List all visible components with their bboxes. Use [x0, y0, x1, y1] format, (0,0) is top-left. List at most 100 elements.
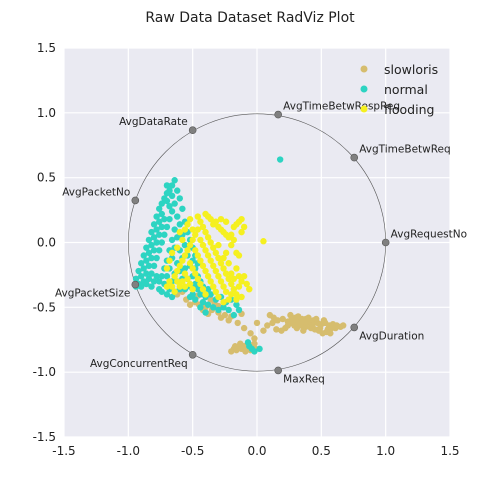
point-flooding [181, 270, 189, 277]
point-normal [233, 301, 240, 308]
point-flooding [186, 241, 194, 249]
point-slowloris [320, 317, 328, 324]
point-flooding [210, 283, 217, 290]
point-slowloris [300, 327, 307, 334]
point-normal [163, 197, 171, 205]
x-tick-label: 1.5 [440, 444, 459, 458]
point-flooding [189, 265, 196, 272]
point-normal [230, 311, 238, 319]
anchor-label: AvgRequestNo [391, 229, 467, 241]
point-normal [148, 283, 155, 290]
point-slowloris [240, 324, 248, 332]
point-slowloris [269, 319, 276, 327]
point-flooding [197, 236, 204, 244]
point-normal [153, 239, 160, 246]
legend-marker-slowloris [360, 65, 368, 73]
point-normal [210, 304, 217, 311]
point-flooding [207, 215, 214, 223]
point-normal [176, 195, 183, 202]
point-flooding [220, 254, 227, 262]
point-slowloris [287, 311, 294, 319]
point-flooding [225, 275, 232, 283]
point-flooding [230, 236, 238, 244]
y-tick-label: 0.0 [37, 236, 56, 250]
point-flooding [192, 270, 199, 277]
point-flooding [238, 215, 245, 223]
point-flooding [222, 288, 230, 295]
point-normal [168, 293, 176, 301]
point-flooding [228, 231, 235, 238]
point-flooding [215, 293, 222, 301]
point-normal [148, 254, 155, 262]
anchor-label: AvgDuration [359, 330, 424, 342]
x-tick-label: 0.5 [312, 444, 331, 458]
point-flooding [186, 260, 194, 267]
point-normal [145, 262, 153, 270]
y-tick-label: -1.5 [33, 430, 56, 444]
point-flooding [225, 260, 232, 267]
point-flooding [215, 273, 222, 280]
point-flooding [202, 267, 209, 275]
anchor-point [274, 366, 282, 375]
anchor-point [188, 126, 197, 135]
point-flooding [246, 285, 253, 293]
point-flooding [217, 215, 225, 223]
point-slowloris [264, 322, 271, 329]
point-slowloris [242, 348, 249, 355]
point-normal [168, 192, 176, 200]
anchor-label: AvgTimeBetwRespReq [283, 101, 400, 113]
point-slowloris [251, 335, 258, 342]
x-axis-ticks: -1.5 -1.0 -0.5 0.0 0.5 1.0 1.5 [52, 444, 459, 458]
point-slowloris [279, 315, 286, 323]
point-normal [158, 223, 165, 231]
point-normal [244, 339, 252, 346]
anchor-label: AvgTimeBetwReq [359, 144, 450, 156]
point-normal [192, 296, 199, 303]
point-normal [150, 234, 158, 241]
point-normal [145, 275, 153, 283]
legend-marker-normal [360, 85, 368, 93]
anchor-point [131, 196, 140, 205]
point-flooding [199, 262, 207, 270]
point-normal [171, 177, 178, 184]
point-flooding [189, 226, 196, 233]
point-flooding [217, 260, 225, 267]
y-axis-ticks: 1.5 1.0 0.5 0.0 -0.5 -1.0 -1.5 [33, 41, 56, 444]
point-flooding [176, 262, 183, 270]
point-slowloris [305, 314, 312, 321]
anchor-point [188, 350, 197, 359]
y-tick-label: -1.0 [33, 365, 56, 379]
point-slowloris [278, 327, 285, 334]
point-normal [158, 288, 165, 295]
point-slowloris [273, 326, 280, 333]
point-flooding [238, 278, 245, 285]
point-flooding [238, 228, 245, 236]
point-normal [161, 215, 168, 223]
point-flooding [194, 226, 202, 233]
point-flooding [207, 257, 214, 264]
point-flooding [228, 280, 235, 288]
point-flooding [199, 241, 207, 249]
point-normal [138, 260, 145, 267]
point-flooding [207, 278, 214, 285]
point-flooding [186, 280, 194, 288]
point-flooding [210, 262, 217, 270]
point-normal [143, 280, 150, 288]
point-flooding [179, 257, 186, 264]
point-flooding [220, 283, 227, 290]
point-normal [174, 213, 181, 220]
x-tick-label: 1.0 [376, 444, 395, 458]
point-flooding [166, 278, 173, 285]
point-normal [156, 218, 163, 225]
point-normal [153, 273, 160, 280]
point-slowloris [251, 340, 258, 347]
point-flooding [215, 241, 222, 249]
point-normal [163, 273, 171, 280]
point-flooding [189, 236, 196, 244]
legend-label: slowloris [384, 62, 438, 77]
point-normal [192, 280, 199, 288]
point-flooding [174, 278, 181, 285]
point-normal [150, 262, 158, 270]
point-normal [138, 283, 145, 290]
point-normal [194, 285, 202, 293]
